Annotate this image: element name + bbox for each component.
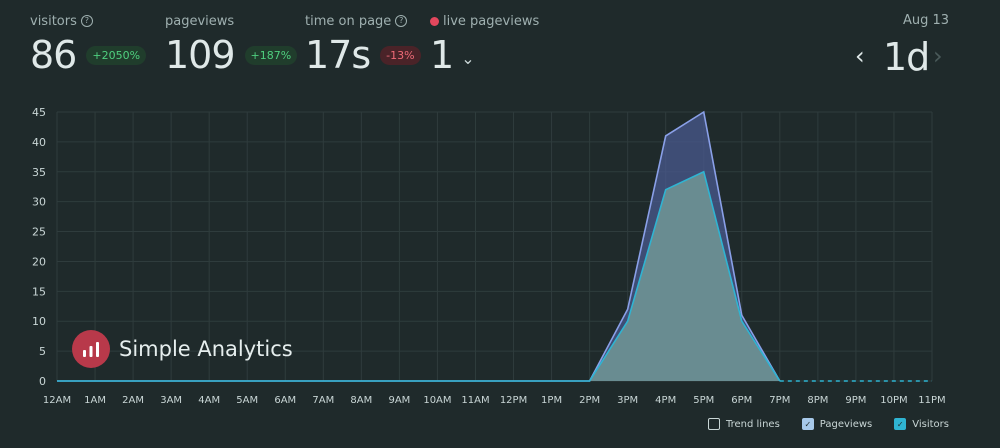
y-tick-label: 0 xyxy=(39,375,46,388)
legend-visitors-label: Visitors xyxy=(912,418,949,430)
legend-trend-lines-label: Trend lines xyxy=(725,418,780,430)
y-tick-label: 15 xyxy=(32,285,46,298)
x-tick-label: 6AM xyxy=(274,395,296,406)
y-tick-label: 40 xyxy=(32,136,46,149)
x-tick-label: 10AM xyxy=(423,395,451,406)
x-tick-label: 3AM xyxy=(160,395,182,406)
x-tick-label: 3PM xyxy=(617,395,638,406)
x-tick-label: 1AM xyxy=(84,395,106,406)
y-tick-label: 45 xyxy=(32,106,46,119)
metric-visitors: visitors ? 86 +2050% xyxy=(30,12,147,78)
x-tick-label: 1PM xyxy=(541,395,562,406)
pageviews-visitors-chart: 0 5 10 15 20 25 30 35 40 45 12AM 1AM 2AM 3AM 4AM 5AM 6AM… xyxy=(32,106,946,406)
x-tick-label: 4AM xyxy=(198,395,220,406)
live-pageviews-label-row: live pageviews xyxy=(430,12,539,30)
x-tick-label: 2PM xyxy=(579,395,600,406)
live-pageviews-value-row[interactable]: 1 ⌄ xyxy=(430,32,539,78)
x-tick-label: 2AM xyxy=(122,395,144,406)
time-on-page-value: 17s xyxy=(305,33,371,77)
metric-pageviews: pageviews 109 +187% xyxy=(165,12,298,78)
visitors-checkbox[interactable]: ✓ xyxy=(894,418,907,430)
legend-visitors[interactable]: ✓ Visitors xyxy=(894,418,949,430)
chevron-down-icon[interactable]: ⌄ xyxy=(461,48,475,68)
pageviews-change-badge: +187% xyxy=(244,45,298,65)
time-on-page-label: time on page xyxy=(305,13,392,29)
chevron-left-icon[interactable]: ‹ xyxy=(855,42,865,70)
chevron-right-icon[interactable]: › xyxy=(933,42,943,70)
x-tick-label: 8PM xyxy=(807,395,828,406)
visitors-line xyxy=(57,170,781,382)
visitors-area xyxy=(57,171,780,381)
pageviews-label: pageviews xyxy=(165,13,235,29)
pageviews-label-row: pageviews xyxy=(165,12,297,30)
x-tick-label: 7PM xyxy=(769,395,790,406)
x-tick-label: 10PM xyxy=(880,395,907,406)
time-on-page-value-row: 17s -13% xyxy=(305,32,421,78)
y-tick-label: 35 xyxy=(32,166,46,179)
pageviews-checkbox[interactable]: ✓ xyxy=(801,418,814,430)
metric-time-on-page: time on page ? 17s -13% xyxy=(305,12,421,78)
y-tick-label: 25 xyxy=(32,226,46,239)
y-tick-label: 30 xyxy=(32,196,46,209)
x-tick-label: 7AM xyxy=(312,395,334,406)
visitors-value: 86 xyxy=(30,33,77,77)
x-tick-label: 9AM xyxy=(388,395,410,406)
x-tick-label: 12AM xyxy=(43,395,71,406)
bar-chart-logo-icon xyxy=(72,330,110,368)
visitors-label-row: visitors ? xyxy=(30,12,146,30)
time-on-page-change-badge: -13% xyxy=(380,45,421,65)
x-tick-label: 4PM xyxy=(655,395,676,406)
live-pageviews-value: 1 xyxy=(430,33,454,77)
visitors-label: visitors xyxy=(30,13,77,29)
x-tick-label: 6PM xyxy=(731,395,752,406)
legend-pageviews[interactable]: ✓ Pageviews xyxy=(801,418,873,430)
period-date: Aug 13 xyxy=(902,13,949,28)
y-tick-label: 20 xyxy=(32,255,46,268)
question-circle-icon[interactable]: ? xyxy=(80,15,93,27)
y-tick-label: 10 xyxy=(32,315,46,328)
period-range-value[interactable]: 1d xyxy=(883,35,930,79)
x-tick-label: 5AM xyxy=(236,395,258,406)
x-tick-label: 11PM xyxy=(918,395,945,406)
x-tick-label: 11AM xyxy=(461,395,489,406)
visitors-change-badge: +2050% xyxy=(86,45,147,65)
y-tick-label: 5 xyxy=(39,345,46,358)
x-tick-label: 5PM xyxy=(693,395,714,406)
pageviews-value: 109 xyxy=(165,33,236,77)
question-circle-icon[interactable]: ? xyxy=(395,15,408,27)
live-pageviews-label: live pageviews xyxy=(443,13,540,29)
legend-trend-lines[interactable]: Trend lines xyxy=(707,418,780,430)
x-tick-label: 9PM xyxy=(845,395,866,406)
brand-name: Simple Analytics xyxy=(119,337,293,361)
metric-live-pageviews[interactable]: live pageviews 1 ⌄ xyxy=(430,12,539,78)
chart-legend: Trend lines ✓ Pageviews ✓ Visitors xyxy=(707,418,949,430)
x-tick-label: 12PM xyxy=(500,395,527,406)
red-dot-icon xyxy=(430,16,439,26)
brand-watermark: Simple Analytics xyxy=(72,330,293,368)
legend-pageviews-label: Pageviews xyxy=(819,418,873,430)
x-tick-label: 8AM xyxy=(350,395,372,406)
time-on-page-label-row: time on page ? xyxy=(305,12,421,30)
trend-lines-checkbox[interactable] xyxy=(707,418,720,430)
pageviews-value-row: 109 +187% xyxy=(165,32,298,78)
visitors-value-row: 86 +2050% xyxy=(30,32,147,78)
